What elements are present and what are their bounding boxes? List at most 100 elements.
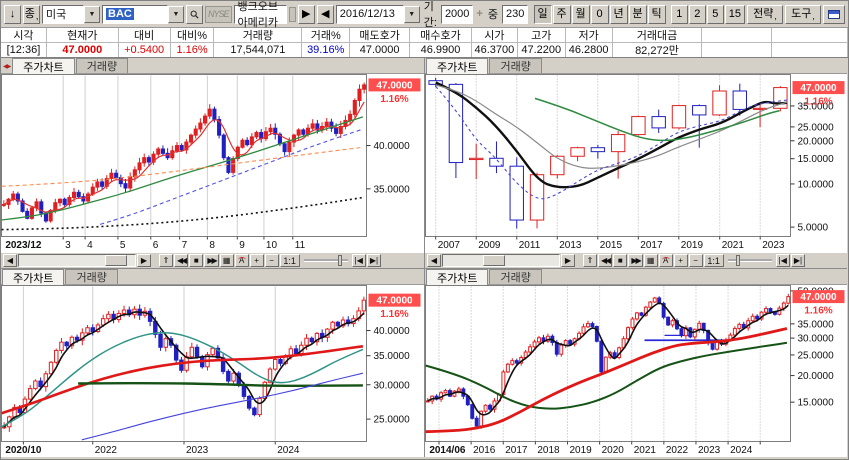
new-window-button[interactable] — [823, 4, 845, 24]
scroll-right-icon[interactable]: ▶ — [137, 254, 151, 267]
timeframe-button-0[interactable]: 0 — [590, 4, 609, 24]
zoom-out-icon[interactable]: − — [688, 254, 703, 267]
svg-text:9: 9 — [239, 240, 245, 251]
name-mini-icon[interactable] — [288, 6, 296, 22]
tab-price-chart[interactable]: 주가차트 — [12, 58, 75, 74]
quote-header: 대비% — [170, 28, 214, 43]
stop-icon[interactable]: ■ — [613, 254, 628, 267]
scroll-left-icon[interactable]: ◀ — [3, 254, 17, 267]
svg-text:2018: 2018 — [537, 445, 560, 456]
tab-volume[interactable]: 거래량 — [489, 58, 542, 73]
tab-volume[interactable]: 거래량 — [65, 269, 118, 284]
zoom-in-icon[interactable]: + — [249, 254, 264, 267]
rewind-icon[interactable]: ◀◀ — [598, 254, 613, 267]
tab-price-chart[interactable]: 주가차트 — [2, 269, 65, 285]
ratio-one-to-one-button[interactable]: 1:1 — [703, 254, 724, 267]
grid-settings-icon[interactable]: ▦ — [643, 254, 658, 267]
slice-input[interactable]: 230 — [501, 4, 529, 24]
svg-text:40.0000: 40.0000 — [374, 326, 411, 337]
svg-text:2017: 2017 — [640, 240, 663, 251]
chart-grid: ◀▶ 주가차트 거래량 40.0000 35.0000 47.0000 1.16% 20… — [1, 58, 848, 457]
svg-text:2007: 2007 — [438, 240, 461, 251]
zoom-in-icon[interactable]: + — [673, 254, 688, 267]
snap-icon[interactable]: ⇑ — [159, 254, 173, 267]
auto-scale-icon[interactable]: A — [658, 254, 673, 267]
auto-scale-icon[interactable]: A — [234, 254, 249, 267]
symbol-input[interactable]: BAC — [102, 4, 168, 24]
ratio-one-to-one-button[interactable]: 1:1 — [279, 254, 300, 267]
tab-scroll-icon[interactable]: ◀▶ — [3, 64, 11, 70]
minute-button-2[interactable]: 2 — [688, 4, 706, 24]
minute-button-5[interactable]: 5 — [706, 4, 724, 24]
forward-icon[interactable]: ▶▶ — [204, 254, 219, 267]
price-chart-canvas-yearly[interactable]: 35.0000 25.0000 20.0000 15.0000 10.0000 5.000… — [425, 74, 848, 252]
market-select[interactable]: 미국 ▼ — [42, 4, 100, 24]
skip-end-icon[interactable]: ▶| — [790, 254, 806, 267]
price-chart-canvas-daily[interactable]: 40.0000 35.0000 47.0000 1.16% 2023/12 3 4 5 6 7 8 9… — [1, 74, 424, 252]
stock-type-button[interactable]: 종, — [23, 4, 40, 24]
zoom-out-icon[interactable]: − — [264, 254, 279, 267]
forward-icon[interactable]: ▶▶ — [628, 254, 643, 267]
tab-price-chart[interactable]: 주가차트 — [426, 58, 489, 74]
prev-stock-button[interactable]: ◀ — [316, 4, 334, 24]
tab-volume[interactable]: 거래량 — [75, 58, 129, 73]
search-button[interactable] — [186, 4, 203, 24]
rewind-icon[interactable]: ◀◀ — [174, 254, 189, 267]
minute-button-1[interactable]: 1 — [670, 4, 688, 24]
zoom-slider-thumb[interactable] — [735, 255, 740, 266]
next-stock-button[interactable]: ▶ — [297, 4, 315, 24]
timeframe-button-일[interactable]: 일 — [533, 4, 552, 24]
minute-button-15[interactable]: 15 — [724, 4, 745, 24]
grid-settings-icon[interactable]: ▦ — [219, 254, 234, 267]
timeframe-button-월[interactable]: 월 — [571, 4, 590, 24]
stop-icon[interactable]: ■ — [189, 254, 204, 267]
svg-text:35.0000: 35.0000 — [374, 351, 411, 362]
scrollbar-thumb[interactable] — [483, 255, 505, 266]
period-input[interactable]: 2000 — [440, 4, 474, 24]
timeframe-button-년[interactable]: 년 — [609, 4, 628, 24]
zoom-slider[interactable] — [727, 255, 772, 266]
date-select[interactable]: 2016/12/13 ▼ — [335, 4, 420, 24]
tab-bar: 주가차트 거래량 — [425, 269, 847, 285]
quote-col-거래%: 거래% 39.16% — [302, 28, 351, 57]
price-chart-canvas-monthly[interactable]: 50.000035.000030.000025.000020.000015.00… — [425, 285, 848, 457]
chart-nav-toolbar: ◀ ▶ ⇑ ◀◀ ■ ▶▶ ▦ A + −1:1 |◀ ▶| — [1, 252, 424, 268]
strategy-button[interactable]: 전략, — [747, 4, 783, 24]
scroll-right-icon[interactable]: ▶ — [561, 254, 575, 267]
zoom-slider-thumb[interactable] — [337, 255, 342, 266]
symbol-combo[interactable]: BAC ▼ — [102, 4, 184, 24]
scrollbar-thumb[interactable] — [105, 255, 127, 266]
quote-header: 시가 — [471, 28, 517, 43]
skip-start-icon[interactable]: |◀ — [775, 254, 790, 267]
svg-text:35.0000: 35.0000 — [374, 184, 411, 195]
quote-value: 46.9900 — [420, 44, 461, 56]
tools-button[interactable]: 도구, — [785, 4, 821, 24]
tab-price-chart[interactable]: 주가차트 — [426, 269, 489, 285]
svg-text:7: 7 — [182, 240, 188, 251]
chart-panel-weekly: 주가차트 거래량 40.0000 35.0000 30.0000 25.0000 47.… — [1, 268, 424, 457]
sort-button[interactable]: ↓ — [4, 4, 21, 24]
svg-text:1.16%: 1.16% — [804, 97, 832, 108]
svg-text:2020/10: 2020/10 — [5, 445, 42, 456]
quote-col-매도호가: 매도호가 47.0000 — [350, 28, 411, 57]
chart-panel-daily: ◀▶ 주가차트 거래량 40.0000 35.0000 47.0000 1.16% 20… — [1, 58, 424, 268]
quote-value: 17,544,071 — [230, 44, 286, 56]
chart-scrollbar[interactable] — [18, 254, 136, 267]
skip-end-icon[interactable]: ▶| — [366, 254, 382, 267]
svg-text:2022: 2022 — [95, 445, 118, 456]
tab-volume[interactable]: 거래량 — [489, 269, 542, 284]
search-icon — [190, 10, 199, 19]
quote-value: 47.0000 — [62, 44, 103, 56]
price-chart-canvas-weekly[interactable]: 40.0000 35.0000 30.0000 25.0000 47.0000 1.16%… — [1, 285, 424, 457]
svg-text:2023: 2023 — [186, 445, 209, 456]
timeframe-button-주[interactable]: 주 — [552, 4, 571, 24]
skip-start-icon[interactable]: |◀ — [351, 254, 366, 267]
snap-icon[interactable]: ⇑ — [583, 254, 597, 267]
timeframe-button-틱[interactable]: 틱 — [647, 4, 666, 24]
svg-text:2020: 2020 — [602, 445, 625, 456]
scroll-left-icon[interactable]: ◀ — [427, 254, 441, 267]
timeframe-button-분[interactable]: 분 — [628, 4, 647, 24]
zoom-slider[interactable] — [303, 255, 348, 266]
stock-name-field[interactable]: 뱅크오브아메리카 — [233, 1, 287, 29]
chart-scrollbar[interactable] — [442, 254, 560, 267]
